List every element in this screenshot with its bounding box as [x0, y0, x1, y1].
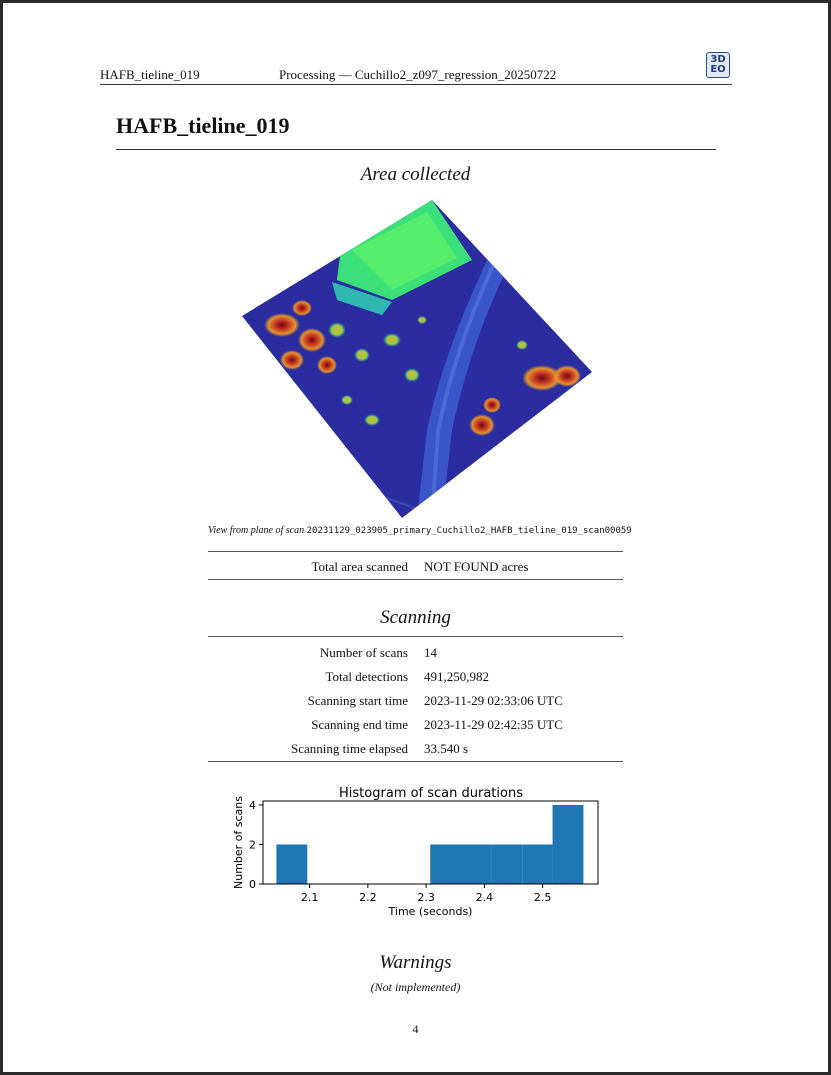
y-tick-label: 4: [249, 799, 256, 812]
row-value: 2023-11-29 02:42:35 UTC: [424, 717, 563, 732]
table-row: Total detections 491,250,982: [208, 669, 623, 689]
scanning-table-top-rule: [208, 636, 623, 637]
x-axis-label: Time (seconds): [388, 905, 473, 918]
table-row: Scanning time elapsed 33.540 s: [208, 741, 623, 761]
x-tick-label: 2.4: [476, 891, 494, 904]
scanning-section-heading: Scanning: [380, 607, 451, 628]
image-caption: View from plane of scan 20231129_023905_…: [208, 525, 632, 536]
header-center-title: Processing — Cuchillo2_z097_regression_2…: [279, 67, 557, 82]
caption-prefix: View from plane of scan: [208, 525, 305, 536]
scan-duration-histogram: Histogram of scan durations 2.1 2.2 2.3 2.4…: [232, 786, 599, 918]
histogram-bar-9: [552, 804, 584, 884]
chart-bars: [276, 804, 584, 884]
row-label: Total detections: [325, 669, 408, 684]
x-tick-label: 2.5: [534, 891, 552, 904]
brand-logo: 3D EO: [706, 52, 730, 78]
row-label: Scanning time elapsed: [291, 741, 408, 756]
row-label: Scanning end time: [311, 717, 408, 732]
page-title: HAFB_tieline_019: [116, 113, 290, 138]
logo-text-bottom: EO: [710, 64, 726, 75]
header-left-title: HAFB_tieline_019: [100, 67, 200, 82]
row-value: 33.540 s: [424, 741, 469, 756]
caption-scan-name: 20231129_023905_primary_Cuchillo2_HAFB_t…: [306, 526, 632, 536]
scanning-table-bottom-rule: [208, 761, 623, 762]
warnings-section-heading: Warnings: [379, 952, 452, 973]
histogram-bar-5: [430, 844, 461, 884]
warnings-note: (Not implemented): [370, 980, 461, 994]
row-value: 491,250,982: [424, 669, 489, 684]
row-label: Number of scans: [319, 645, 408, 660]
page-number: 4: [412, 1022, 419, 1036]
chart-axes: 2.1 2.2 2.3 2.4 2.5 0 2 4: [249, 799, 551, 904]
histogram-bar-8: [522, 844, 553, 884]
table-row: Scanning start time 2023-11-29 02:33:06 …: [208, 693, 623, 713]
scan-area-image: [242, 200, 592, 518]
area-label: Total area scanned: [311, 559, 408, 574]
y-tick-label: 2: [249, 838, 256, 851]
row-value: 14: [424, 645, 437, 660]
histogram-bar-7: [491, 844, 523, 884]
table-row: Scanning end time 2023-11-29 02:42:35 UT…: [208, 717, 623, 737]
histogram-bar-6: [460, 844, 492, 884]
area-section-heading: Area collected: [360, 164, 471, 185]
x-tick-label: 2.1: [301, 891, 319, 904]
plot-frame: [262, 800, 599, 885]
area-value: NOT FOUND acres: [424, 559, 529, 574]
running-header: HAFB_tieline_019 Processing — Cuchillo2_…: [100, 66, 732, 85]
histogram-bar-0: [276, 844, 308, 884]
logo-text-top: 3D: [710, 54, 726, 65]
x-tick-label: 2.2: [359, 891, 377, 904]
row-value: 2023-11-29 02:33:06 UTC: [424, 693, 563, 708]
area-row: Total area scanned NOT FOUND acres: [208, 559, 623, 579]
y-axis-label: Number of scans: [232, 796, 245, 889]
area-table-top-rule: [208, 551, 623, 552]
table-row: Number of scans 14: [208, 645, 623, 665]
title-divider: [116, 149, 716, 150]
chart-title: Histogram of scan durations: [339, 786, 523, 801]
row-label: Scanning start time: [307, 693, 408, 708]
y-tick-label: 0: [249, 878, 256, 891]
area-table-bottom-rule: [208, 579, 623, 580]
x-tick-label: 2.3: [417, 891, 435, 904]
